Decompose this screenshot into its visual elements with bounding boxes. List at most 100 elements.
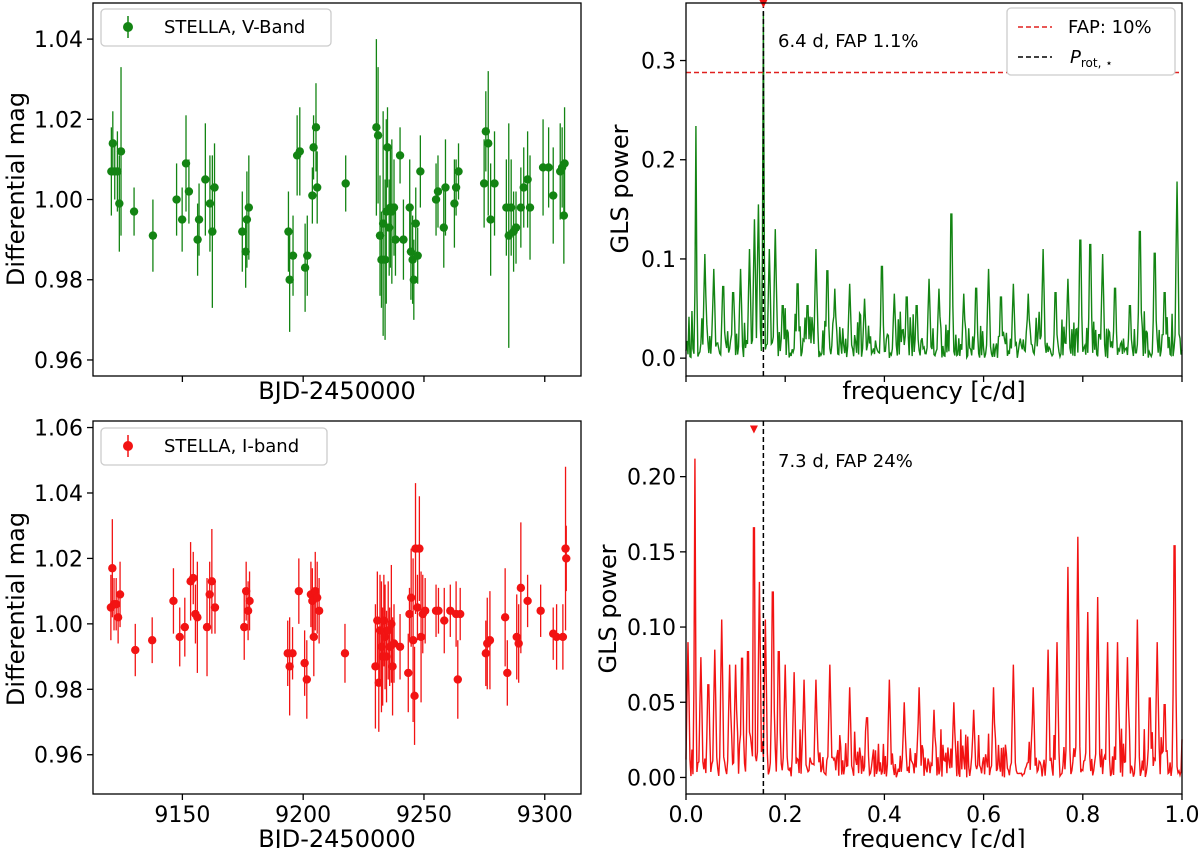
- y-tick-label-bl-2: 1.00: [34, 613, 83, 638]
- data-point-tl-29: [308, 191, 317, 200]
- y-tick-label-bl-0: 0.96: [34, 744, 83, 769]
- data-point-tl-57: [433, 187, 443, 196]
- y-tick-label-br-0: 0.00: [627, 766, 676, 791]
- y-tick-label-tr-1: 0.1: [641, 248, 676, 273]
- legend-box-bl: [100, 427, 328, 466]
- data-point-tl-66: [486, 215, 495, 224]
- peak-marker-br: [749, 425, 758, 434]
- data-point-tl-72: [511, 223, 521, 232]
- data-point-tl-52: [409, 275, 419, 284]
- data-point-tl-47: [395, 151, 405, 160]
- data-point-bl-55: [410, 691, 419, 701]
- plot-area-br: [685, 421, 1183, 794]
- data-point-bl-54: [408, 636, 418, 645]
- data-point-tl-20: [242, 215, 252, 224]
- data-point-tl-59: [441, 183, 450, 192]
- panel-bottom-left-i-band-lightcurve: 0.96 0.98 1.00 1.02 1.04 1.06 9150 9200 9250 9300…: [2, 417, 582, 848]
- data-point-bl-35: [340, 649, 350, 658]
- data-point-tl-1: [108, 139, 118, 148]
- data-point-tl-22: [284, 227, 293, 236]
- data-point-tl-45: [389, 203, 399, 212]
- data-point-tl-3: [113, 167, 122, 176]
- data-point-bl-3: [111, 600, 121, 609]
- data-point-tl-62: [454, 167, 463, 176]
- y-tick-label-tl-4: 1.04: [34, 28, 83, 53]
- panel-top-left-v-band-lightcurve: 0.96 0.98 1.00 1.02 1.04 BJD-2450000 Differe…: [2, 2, 582, 405]
- x-axis-title-tl: BJD-2450000: [258, 377, 416, 405]
- x-tick-label-br-1: 0.2: [768, 803, 803, 828]
- legend-box-tr: [1006, 7, 1176, 76]
- legend-bl: STELLA, I-band: [100, 427, 328, 466]
- x-tick-label-br-3: 0.6: [966, 803, 1001, 828]
- x-tick-label-bl-0: 9150: [154, 803, 210, 828]
- data-point-bl-10: [180, 622, 190, 632]
- data-point-bl-63: [434, 606, 443, 615]
- data-point-bl-77: [523, 596, 532, 606]
- legend-box-tl: [100, 8, 332, 47]
- data-point-tl-83: [559, 211, 569, 220]
- data-point-bl-52: [405, 609, 414, 619]
- x-axis-title-bl: BJD-2450000: [258, 825, 416, 848]
- data-point-bl-80: [552, 632, 561, 642]
- data-point-tl-28: [303, 251, 312, 260]
- legend-prot-main: P: [1070, 47, 1081, 68]
- data-point-bl-75: [514, 639, 523, 648]
- ticks-tr: 0.0 0.1 0.2 0.3: [641, 50, 1183, 382]
- data-point-tl-39: [380, 255, 390, 264]
- data-point-tl-46: [391, 235, 400, 244]
- y-tick-label-bl-5: 1.06: [34, 417, 83, 442]
- data-point-bl-19: [240, 622, 249, 632]
- legend-marker-tl: [123, 22, 133, 32]
- y-axis-title-tl: Differential mag: [2, 92, 30, 286]
- data-point-tl-63: [479, 179, 489, 188]
- data-point-tl-36: [375, 231, 385, 240]
- y-tick-label-tr-3: 0.3: [641, 50, 676, 75]
- x-tick-label-br-4: 0.8: [1065, 803, 1100, 828]
- x-tick-label-br-0: 0.0: [669, 803, 704, 828]
- data-point-tl-34: [372, 123, 381, 132]
- periodogram-line-br: [685, 458, 1183, 779]
- data-point-bl-53: [406, 593, 416, 602]
- y-axis-title-tr: GLS power: [606, 124, 634, 253]
- data-point-bl-9: [175, 632, 184, 642]
- data-point-bl-26: [294, 586, 304, 596]
- data-point-tl-11: [184, 187, 194, 196]
- data-point-tl-56: [431, 195, 441, 204]
- legend-tl: STELLA, V-Band: [100, 8, 332, 47]
- x-tick-label-br-5: 1.0: [1165, 803, 1200, 828]
- data-point-tl-9: [177, 215, 187, 224]
- data-point-tl-55: [416, 167, 425, 176]
- data-point-bl-8: [169, 596, 178, 606]
- data-point-bl-73: [503, 668, 512, 678]
- data-point-bl-16: [205, 590, 214, 599]
- y-tick-label-tl-3: 1.02: [34, 108, 83, 133]
- data-point-tl-6: [129, 207, 139, 216]
- y-tick-label-bl-1: 0.98: [34, 678, 83, 703]
- y-tick-label-br-3: 0.15: [627, 541, 676, 566]
- peak-annotation-tr: 6.4 d, FAP 1.1%: [778, 31, 919, 52]
- data-point-bl-18: [210, 603, 220, 612]
- y-tick-label-bl-3: 1.02: [34, 547, 83, 572]
- data-point-tl-12: [193, 235, 202, 244]
- data-point-bl-45: [384, 626, 393, 635]
- data-point-bl-14: [193, 613, 202, 622]
- data-point-tl-10: [181, 159, 191, 168]
- x-tick-label-bl-1: 9200: [275, 803, 331, 828]
- axes-frame-tr: [685, 2, 1183, 377]
- data-point-bl-34: [314, 606, 324, 615]
- y-tick-label-br-1: 0.05: [627, 691, 676, 716]
- data-point-tl-5: [116, 147, 126, 156]
- data-point-bl-78: [536, 606, 545, 615]
- data-point-bl-58: [415, 544, 424, 553]
- x-tick-label-br-2: 0.4: [867, 803, 902, 828]
- data-point-tl-73: [516, 203, 526, 212]
- peak-marker-tr: [759, 0, 768, 8]
- legend-prot-sub: rot, ⋆: [1081, 56, 1113, 70]
- data-point-tl-4: [115, 199, 124, 208]
- data-point-tl-82: [560, 159, 569, 168]
- legend-marker-bl: [123, 441, 133, 451]
- y-tick-label-tl-0: 0.96: [34, 349, 83, 374]
- ticks-br: 0.00 0.05 0.10 0.15 0.20 0.0 0.2 0.4 0.6 0.8 1.0: [627, 466, 1199, 828]
- data-point-bl-61: [420, 606, 430, 615]
